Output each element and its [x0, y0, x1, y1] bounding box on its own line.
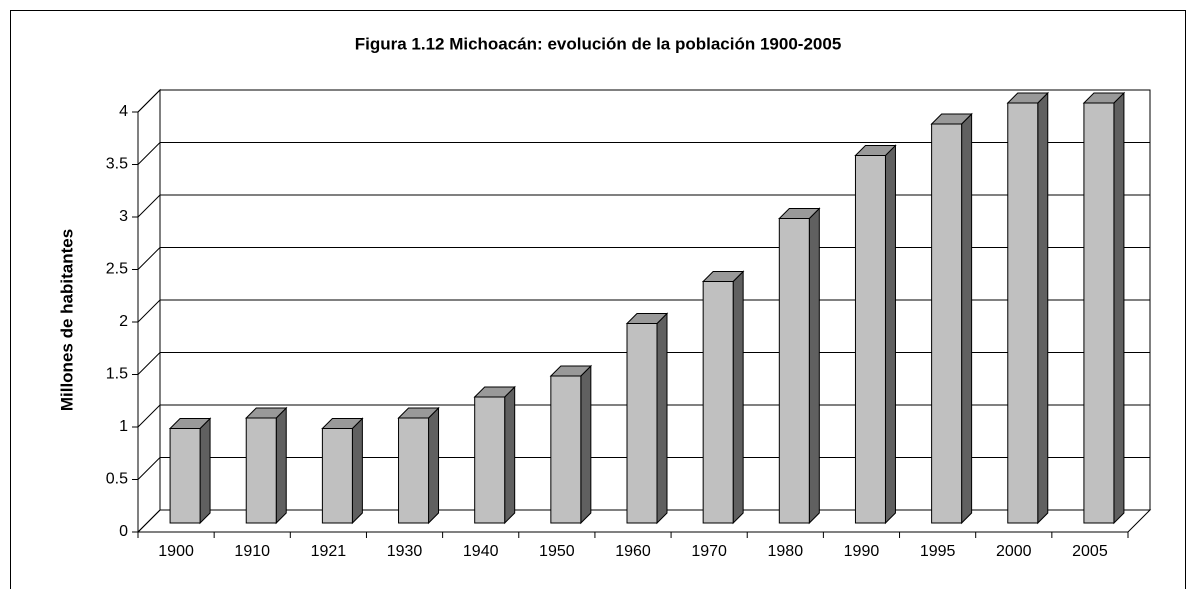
bar-side: [428, 406, 440, 525]
bar: [1007, 102, 1039, 524]
grid-line: [137, 457, 1150, 480]
y-tick-label: 4: [119, 103, 128, 120]
frame: [10, 10, 1186, 589]
bar: [854, 155, 886, 524]
y-tick-label: 1.5: [106, 366, 128, 383]
bar-side: [961, 112, 973, 525]
grid-line: [137, 404, 1150, 428]
x-tick-label: 1921: [311, 543, 347, 560]
grid-line: [137, 89, 1150, 113]
x-tick-label: 1900: [158, 543, 194, 560]
bar: [931, 123, 963, 524]
bar: [1083, 102, 1115, 524]
y-axis-label: Millones de habitantes: [57, 229, 76, 411]
x-tick-label: 1960: [615, 543, 651, 560]
bar: [398, 417, 430, 524]
x-tick-label: 2000: [996, 543, 1032, 560]
grid-line: [137, 299, 1150, 323]
x-tick-label: 1930: [387, 543, 423, 560]
bar-side: [275, 406, 287, 525]
y-tick-label: 3.5: [106, 156, 128, 173]
y-tick-label: 0.5: [106, 471, 128, 488]
bar-side: [808, 207, 820, 525]
x-tick-label: 1995: [920, 543, 956, 560]
grid-line: [137, 194, 1150, 218]
bar-side: [1037, 91, 1049, 525]
bar-side: [580, 364, 592, 525]
chart-title: Figura 1.12 Michoacán: evolución de la p…: [355, 34, 842, 53]
bar: [778, 218, 810, 524]
bar: [169, 428, 201, 524]
grid-line: [137, 142, 1150, 165]
bar: [321, 428, 353, 524]
bar: [245, 417, 277, 524]
x-tick-label: 1950: [539, 543, 575, 560]
bar: [626, 323, 658, 524]
x-tick-label: 2005: [1072, 543, 1108, 560]
bar-side: [351, 417, 363, 525]
x-tick-label: 1910: [234, 543, 270, 560]
y-tick-label: 2: [119, 313, 128, 330]
grid-line: [137, 509, 1150, 533]
x-tick-label: 1970: [691, 543, 727, 560]
bar-side: [732, 270, 744, 525]
y-tick-label: 2.5: [106, 261, 128, 278]
x-tick-label: 1980: [768, 543, 804, 560]
bar-side: [199, 417, 211, 525]
bar-side: [884, 144, 896, 525]
bar: [474, 396, 506, 524]
bar: [702, 281, 734, 524]
bar: [550, 375, 582, 524]
bar-side: [656, 312, 668, 525]
x-tick-label: 1990: [844, 543, 880, 560]
y-tick-label: 3: [119, 208, 128, 225]
bar-side: [504, 385, 516, 525]
bar-side: [1113, 91, 1125, 525]
y-tick-label: 0: [119, 523, 128, 540]
grid-line: [137, 247, 1150, 270]
x-tick-label: 1940: [463, 543, 499, 560]
grid-line: [137, 352, 1150, 375]
y-tick-label: 1: [119, 418, 128, 435]
